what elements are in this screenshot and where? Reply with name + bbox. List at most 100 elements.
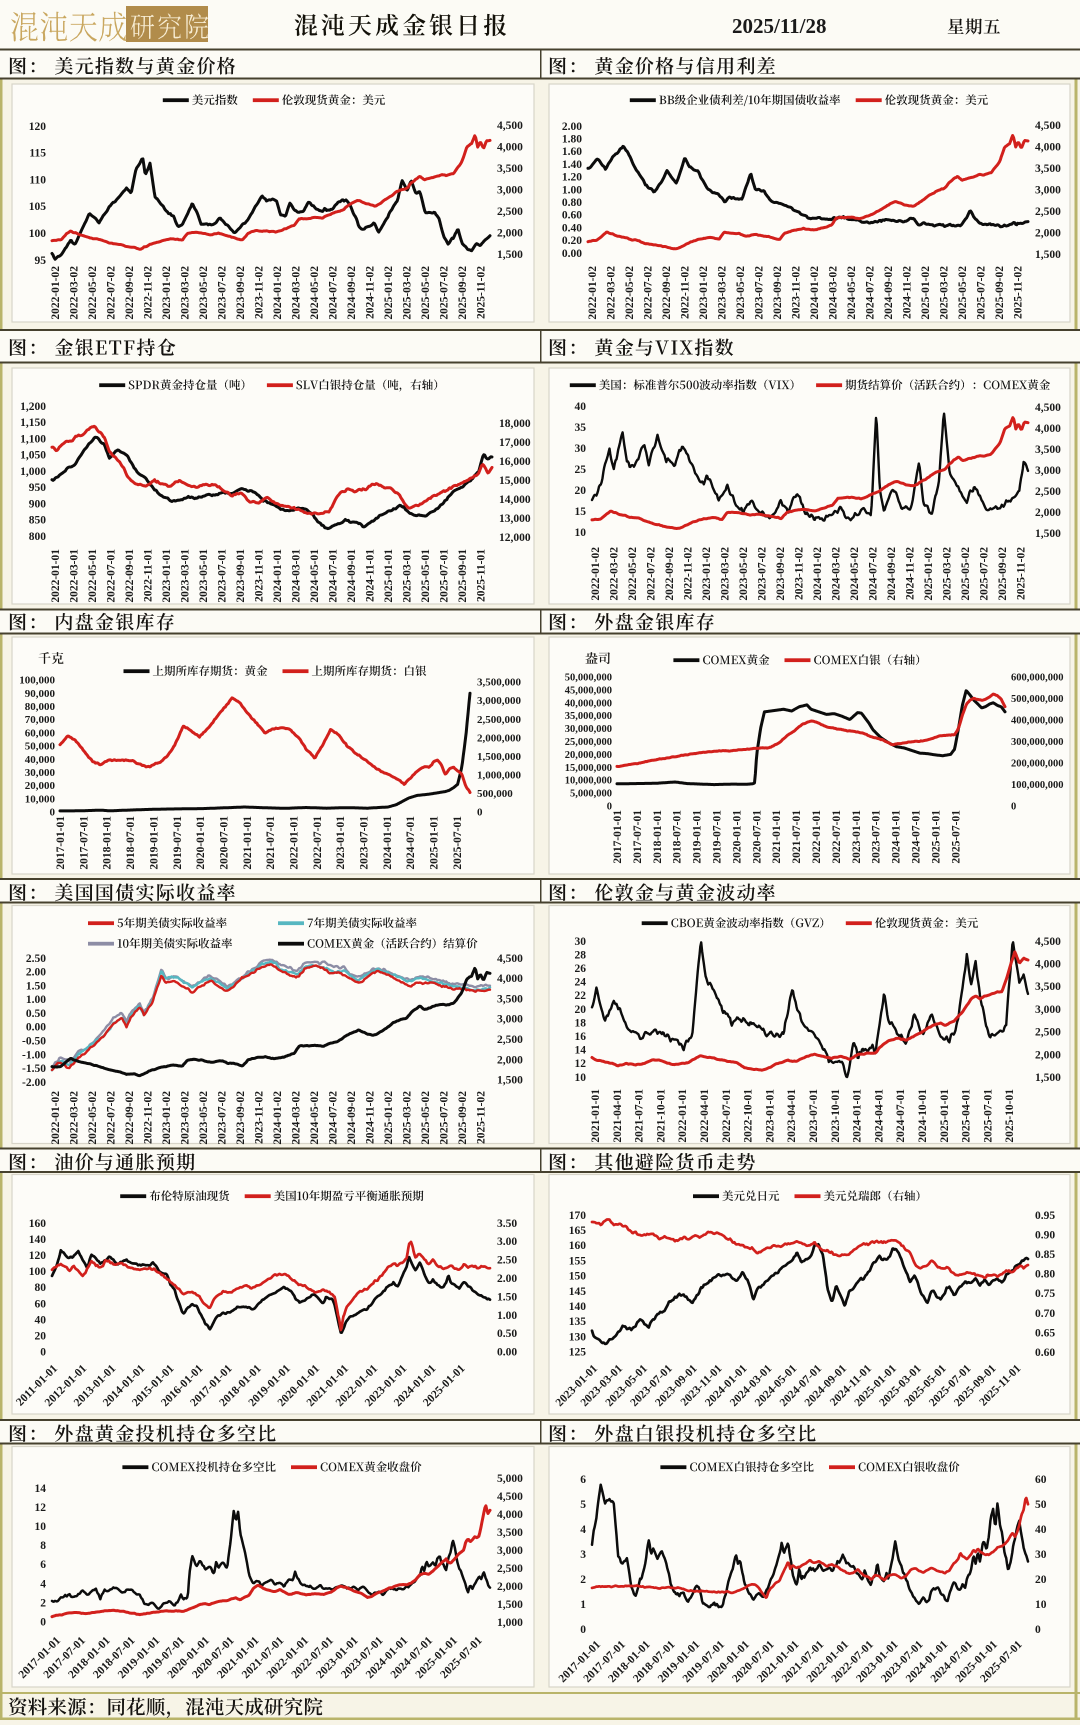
svg-text:10,000: 10,000 [25, 793, 56, 805]
svg-text:14,000: 14,000 [499, 494, 531, 506]
svg-text:0: 0 [580, 1624, 586, 1636]
svg-text:2025-01-02: 2025-01-02 [383, 1091, 395, 1145]
svg-text:2023-11-02: 2023-11-02 [254, 266, 266, 319]
svg-text:40: 40 [35, 1314, 47, 1326]
svg-text:400,000,000: 400,000,000 [1011, 716, 1064, 727]
svg-text:1,000: 1,000 [20, 466, 46, 478]
svg-text:2024-01-01: 2024-01-01 [272, 549, 284, 603]
svg-text:170: 170 [569, 1210, 587, 1222]
svg-text:2024-11-02: 2024-11-02 [365, 1091, 377, 1144]
svg-text:2022-11-02: 2022-11-02 [680, 266, 692, 319]
svg-text:2024-07-01: 2024-07-01 [405, 816, 417, 870]
svg-text:3.00: 3.00 [497, 1236, 517, 1248]
svg-text:600,000,000: 600,000,000 [1011, 673, 1064, 684]
svg-text:2024-03-02: 2024-03-02 [828, 266, 840, 320]
svg-text:4,000: 4,000 [1035, 959, 1061, 971]
svg-text:2017-01-01: 2017-01-01 [55, 816, 67, 870]
svg-text:2025-05-02: 2025-05-02 [420, 266, 432, 320]
svg-text:1.60: 1.60 [562, 146, 582, 158]
svg-text:2017-07-01: 2017-07-01 [632, 810, 644, 864]
svg-text:2024-01-02: 2024-01-02 [272, 266, 284, 320]
svg-text:2025-01-01: 2025-01-01 [939, 1089, 951, 1143]
svg-text:2022-07-02: 2022-07-02 [646, 547, 658, 601]
svg-text:3,000: 3,000 [497, 1545, 523, 1557]
svg-text:30: 30 [575, 443, 587, 455]
svg-text:2024-07-02: 2024-07-02 [328, 1091, 340, 1145]
svg-text:40,000: 40,000 [25, 754, 56, 766]
svg-text:2025-09-02: 2025-09-02 [457, 266, 469, 320]
svg-text:135: 135 [569, 1316, 587, 1328]
svg-text:18: 18 [575, 1017, 587, 1029]
svg-text:30: 30 [575, 936, 587, 948]
svg-text:2020-07-01: 2020-07-01 [751, 810, 763, 864]
svg-text:2025-11-02: 2025-11-02 [1016, 547, 1028, 600]
svg-text:1,500: 1,500 [497, 1075, 523, 1087]
svg-text:2021-01-01: 2021-01-01 [771, 810, 783, 864]
svg-text:2023-01-01: 2023-01-01 [764, 1089, 776, 1143]
svg-text:2025-01-02: 2025-01-02 [920, 266, 932, 320]
svg-text:2025-03-01: 2025-03-01 [402, 549, 414, 603]
svg-text:25,000,000: 25,000,000 [565, 737, 612, 748]
svg-text:2025-11-01: 2025-11-01 [476, 549, 488, 602]
svg-text:15: 15 [575, 506, 587, 518]
svg-text:20: 20 [35, 1331, 47, 1343]
svg-text:0.50: 0.50 [26, 1008, 46, 1020]
svg-text:50,000: 50,000 [25, 741, 56, 753]
svg-text:2024-05-02: 2024-05-02 [309, 1091, 321, 1145]
svg-text:1.50: 1.50 [497, 1291, 517, 1303]
svg-text:0.60: 0.60 [1035, 1347, 1055, 1359]
svg-text:2024-11-01: 2024-11-01 [365, 549, 377, 602]
svg-text:2025-01-01: 2025-01-01 [429, 816, 441, 870]
svg-text:0.40: 0.40 [562, 222, 582, 234]
svg-text:2,000: 2,000 [1035, 507, 1061, 519]
svg-text:-2.00: -2.00 [22, 1077, 46, 1089]
svg-text:2024-03-01: 2024-03-01 [291, 549, 303, 603]
svg-text:2023-07-01: 2023-07-01 [217, 549, 229, 603]
svg-text:0.00: 0.00 [497, 1347, 517, 1359]
svg-text:1.00: 1.00 [26, 994, 46, 1006]
svg-text:1.00: 1.00 [562, 184, 582, 196]
svg-text:2025-10-01: 2025-10-01 [1004, 1089, 1016, 1143]
svg-text:0: 0 [477, 807, 483, 819]
svg-text:2,000: 2,000 [1035, 1049, 1061, 1061]
svg-text:2023-11-02: 2023-11-02 [791, 266, 803, 319]
svg-text:4,000: 4,000 [497, 141, 523, 153]
svg-text:500,000: 500,000 [477, 788, 513, 800]
svg-text:20,000,000: 20,000,000 [565, 750, 612, 761]
svg-text:90,000: 90,000 [25, 688, 56, 700]
svg-text:1,500,000: 1,500,000 [477, 751, 522, 763]
svg-text:0: 0 [40, 1347, 46, 1359]
svg-text:2025-03-02: 2025-03-02 [402, 266, 414, 320]
svg-text:2025-03-02: 2025-03-02 [939, 266, 951, 320]
svg-text:30,000: 30,000 [25, 767, 56, 779]
svg-text:1,500: 1,500 [1035, 528, 1061, 540]
svg-text:125: 125 [569, 1347, 587, 1359]
svg-text:0.85: 0.85 [1035, 1249, 1055, 1261]
svg-text:1,050: 1,050 [20, 450, 46, 462]
svg-text:3,500: 3,500 [1035, 444, 1061, 456]
svg-text:2022-07-01: 2022-07-01 [106, 549, 118, 603]
svg-text:2023-01-02: 2023-01-02 [161, 266, 173, 320]
svg-text:20: 20 [575, 1004, 587, 1016]
svg-text:4,500: 4,500 [497, 953, 523, 965]
svg-text:2022-05-02: 2022-05-02 [87, 1091, 99, 1145]
svg-text:1,500: 1,500 [497, 249, 523, 261]
svg-text:1.00: 1.00 [497, 1310, 517, 1322]
svg-text:500,000,000: 500,000,000 [1011, 694, 1064, 705]
svg-text:2023-07-01: 2023-07-01 [808, 1089, 820, 1143]
svg-text:40: 40 [1035, 1524, 1047, 1536]
svg-text:2,000,000: 2,000,000 [477, 732, 522, 744]
svg-text:2022-11-02: 2022-11-02 [683, 547, 695, 600]
svg-text:2025-11-02: 2025-11-02 [476, 266, 488, 319]
svg-text:60,000: 60,000 [25, 727, 56, 739]
svg-text:50: 50 [1035, 1499, 1047, 1511]
svg-text:10: 10 [35, 1521, 47, 1533]
svg-text:2022-11-02: 2022-11-02 [143, 266, 155, 319]
svg-text:2023-03-02: 2023-03-02 [720, 547, 732, 601]
svg-text:2022-01-01: 2022-01-01 [677, 1089, 689, 1143]
svg-text:22: 22 [575, 990, 587, 1002]
svg-text:110: 110 [29, 174, 46, 186]
svg-text:2021-01-01: 2021-01-01 [590, 1089, 602, 1143]
svg-text:145: 145 [569, 1286, 587, 1298]
svg-text:2022-11-02: 2022-11-02 [143, 1091, 155, 1144]
